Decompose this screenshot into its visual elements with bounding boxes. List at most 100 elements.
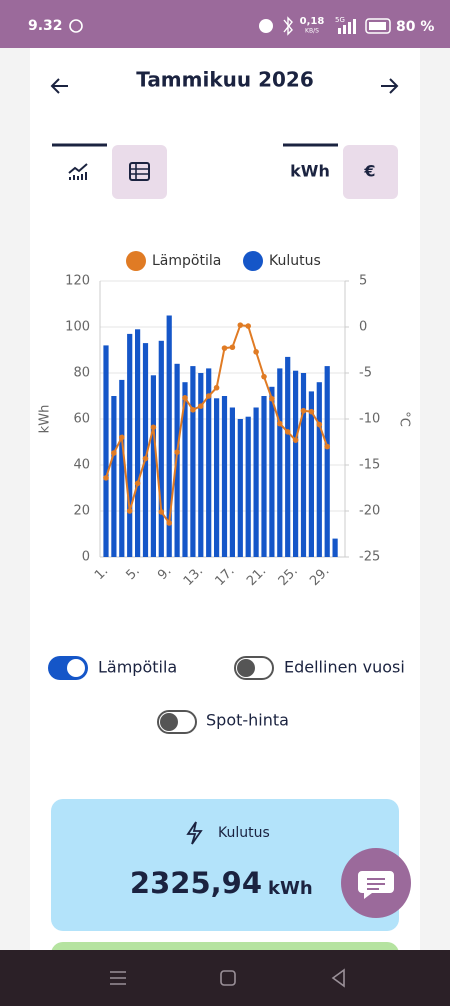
bar [214,398,220,557]
legend-label: Kulutus [269,253,321,269]
temperature-point [277,420,283,427]
bar [300,373,307,557]
nav-home[interactable] [220,970,236,986]
bar [135,329,141,557]
y-tick-label: 0 [82,550,90,565]
bar [142,343,149,557]
temperature-point [150,424,157,431]
summary-unit: kWh [268,878,313,899]
summary-value: 2325,94 [130,866,262,900]
tab-bg [52,145,107,199]
bar [103,345,109,557]
y2-tick-label: -20 [359,504,380,519]
temperature-point [245,323,251,329]
table-view-tab[interactable] [112,145,167,199]
temperature-point [158,509,165,515]
bluetooth-icon [283,16,293,36]
temperature-point [126,508,133,514]
next-month-button[interactable] [381,78,399,94]
bar [206,368,212,557]
temperature-point [111,450,117,456]
status-time: 9.32 [28,18,63,34]
tab-bg [283,145,338,199]
nav-back[interactable] [331,968,345,988]
toggle-previous-year[interactable]: Edellinen vuosi [234,656,405,680]
toggle-label: Spot-hinta [206,711,289,730]
bar [111,396,117,557]
bar [127,333,133,557]
temperature-point [182,395,188,401]
signal-icon [338,19,356,34]
bar [190,366,196,557]
bar [221,396,228,557]
bar [332,538,338,557]
y2-tick-label: -10 [359,412,380,427]
temperature-point [253,349,259,355]
temperature-point [213,384,220,391]
bar [166,315,172,557]
tab-bg [343,145,398,199]
bar [308,391,314,557]
table-icon [129,162,150,181]
chat-icon-lines [367,878,385,890]
toggle-temperature[interactable]: Lämpötila [48,656,177,680]
temperature-point [237,322,244,328]
temperature-point [221,345,228,351]
bar [269,386,275,557]
prev-month-button[interactable] [50,78,68,94]
temperature-point [269,395,275,402]
bar [293,370,299,557]
nav-bar [0,950,450,1006]
bar [245,416,251,557]
temperature-point [300,407,307,414]
temperature-point [308,408,315,415]
y2-tick-label: -15 [359,458,380,473]
battery-icon [365,18,391,34]
temperature-point [324,443,331,450]
euro-tab-label: € [363,162,375,181]
toggle-label: Lämpötila [98,658,177,677]
y2-tick-label: -5 [359,366,372,381]
whatsapp-icon [69,19,83,33]
net-unit: KB/S [305,28,319,35]
bar [182,382,188,557]
switch-knob [237,659,255,677]
bar [261,396,267,557]
bar [158,340,164,557]
kwh-tab[interactable]: kWh [283,143,338,199]
battery-level [369,22,386,30]
y2-axis-label: °C [397,411,412,427]
temperature-point [205,393,212,399]
chat-button[interactable] [341,848,411,918]
bar [253,407,259,557]
chart-view-tab[interactable] [52,143,107,199]
bar [119,379,125,557]
temperature-point [316,421,323,428]
table-icon-lines [130,163,149,180]
bar [150,375,156,557]
bar [277,368,283,557]
bar [229,407,235,557]
y-tick-label: 20 [73,504,90,519]
y2-tick-label: 0 [359,320,367,335]
summary-label: Kulutus [218,825,270,841]
euro-tab[interactable]: € [343,145,398,199]
y2-tick-label: 5 [359,274,367,289]
temperature-point [261,373,267,380]
legend-swatch [243,251,263,271]
chart-icon [68,163,88,180]
toggle-spot-price[interactable]: Spot-hinta [157,710,289,734]
switch-knob [67,659,85,677]
legend-label: Lämpötila [152,253,221,269]
nav-menu[interactable] [110,971,126,985]
temperature-point [142,455,149,462]
y-tick-label: 80 [73,366,90,381]
temperature-point [190,407,196,413]
y-tick-label: 120 [65,274,90,289]
temperature-point [229,344,236,351]
net-speed: 0,18 [300,16,325,27]
signal-type: 5G [335,16,345,24]
temperature-point [292,437,299,443]
